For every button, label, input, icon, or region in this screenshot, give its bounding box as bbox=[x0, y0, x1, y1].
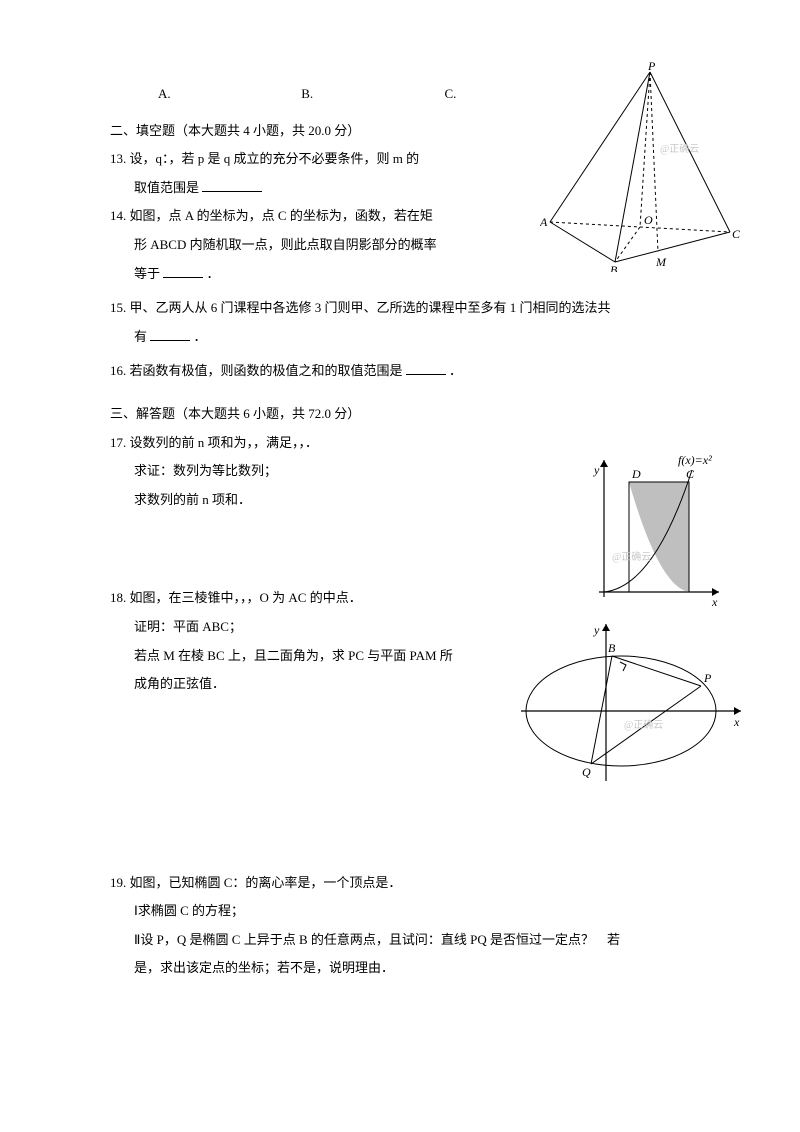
q14-line3b: ． bbox=[207, 266, 220, 281]
q16-line1a: 若函数有极值，则函数的极值之和的取值范围是 bbox=[130, 363, 403, 378]
q19-line3: Ⅱ设 P，Q 是椭圆 C 上异于点 B 的任意两点，且试问：直线 PQ 是否恒过… bbox=[110, 926, 720, 955]
q19-line2: Ⅰ求椭圆 C 的方程； bbox=[110, 897, 720, 926]
label-C: C bbox=[732, 227, 740, 241]
watermark-parabola: @正确云 bbox=[612, 550, 651, 563]
section3-heading: 三、解答题（本大题共 6 小题，共 72.0 分） bbox=[110, 400, 720, 429]
q14-num: 14. bbox=[110, 208, 126, 223]
q19-line4: 是，求出该定点的坐标；若不是，说明理由． bbox=[110, 954, 720, 983]
q15: 15. 甲、乙两人从 6 门课程中各选修 3 门则甲、乙所选的课程中至多有 1 … bbox=[110, 294, 720, 323]
q18-num: 18. bbox=[110, 590, 126, 605]
label-P: P bbox=[647, 62, 656, 73]
label-B-e: B bbox=[608, 641, 616, 655]
q13-line1: 设，q：，若 p 是 q 成立的充分不必要条件，则 m 的 bbox=[130, 151, 420, 166]
q13-blank bbox=[202, 179, 262, 192]
q15-line2-row: 有 ． bbox=[110, 323, 720, 352]
q16-blank bbox=[406, 363, 446, 376]
label-y-e: y bbox=[593, 623, 600, 637]
figure-parabola: y x D C f(x)=x² @正确云 bbox=[574, 452, 724, 612]
q16-line1b: ． bbox=[449, 363, 462, 378]
q15-line2a: 有 bbox=[134, 329, 147, 344]
watermark-ellipse: @正确云 bbox=[624, 718, 663, 731]
figure-pyramid: P A B C O M @正确云 bbox=[540, 62, 740, 272]
q18-line1: 如图，在三棱锥中，，，O 为 AC 的中点． bbox=[130, 590, 362, 605]
label-O: O bbox=[644, 213, 653, 227]
q14-line3a: 等于 bbox=[134, 266, 160, 281]
q19-num: 19. bbox=[110, 875, 126, 890]
q15-blank bbox=[150, 328, 190, 341]
q12-opt-b: B. bbox=[301, 80, 441, 109]
label-D: D bbox=[631, 467, 641, 481]
q13-num: 13. bbox=[110, 151, 126, 166]
q13-line2: 取值范围是 bbox=[134, 180, 199, 195]
label-Q-e: Q bbox=[582, 765, 591, 779]
q15-line2b: ． bbox=[194, 329, 207, 344]
label-x-e: x bbox=[733, 715, 740, 729]
q19-line1: 如图，已知椭圆 C：的离心率是，一个顶点是． bbox=[130, 875, 402, 890]
q14-blank bbox=[163, 265, 203, 278]
q15-num: 15. bbox=[110, 300, 126, 315]
watermark-pyramid: @正确云 bbox=[660, 142, 699, 155]
label-y: y bbox=[593, 463, 600, 477]
q12-opt-a: A. bbox=[158, 80, 298, 109]
q17-num: 17. bbox=[110, 435, 126, 450]
q19: 19. 如图，已知椭圆 C：的离心率是，一个顶点是． bbox=[110, 869, 720, 898]
label-x: x bbox=[711, 595, 718, 609]
label-P-e: P bbox=[703, 671, 712, 685]
q15-line1: 甲、乙两人从 6 门课程中各选修 3 门则甲、乙所选的课程中至多有 1 门相同的… bbox=[130, 300, 611, 315]
label-B: B bbox=[610, 263, 618, 272]
q16: 16. 若函数有极值，则函数的极值之和的取值范围是 ． bbox=[110, 357, 720, 386]
label-fx: f(x)=x² bbox=[678, 453, 712, 467]
label-A: A bbox=[540, 215, 548, 229]
label-C: C bbox=[686, 467, 695, 481]
q14-line1: 如图，点 A 的坐标为，点 C 的坐标为，函数，若在矩 bbox=[130, 208, 433, 223]
label-M: M bbox=[655, 255, 667, 269]
q16-num: 16. bbox=[110, 363, 126, 378]
q17-line1: 设数列的前 n 项和为，，满足，，． bbox=[130, 435, 319, 450]
q12-opt-c: C. bbox=[445, 80, 457, 109]
figure-ellipse: y x B P Q @正确云 bbox=[516, 616, 746, 786]
